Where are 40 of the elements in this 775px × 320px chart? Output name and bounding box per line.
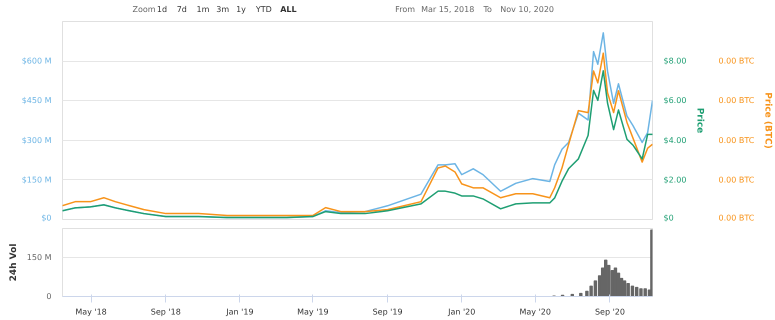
y3-tick-label: 0.00 BTC (718, 175, 755, 184)
y3-tick-label: 0.00 BTC (718, 214, 755, 222)
text: 1d (156, 5, 168, 14)
x-tick-label: Sep '19 (372, 308, 403, 316)
text: From (395, 5, 416, 14)
x-tick-label: May '18 (75, 308, 107, 316)
y-tick-label: $450 M (22, 96, 52, 106)
y-tick-label: 150 M (26, 253, 52, 262)
text: YTD (254, 5, 272, 14)
y-tick-label: $0 (41, 214, 52, 222)
y-tick-label: $600 M (22, 56, 52, 66)
y3-tick-label: 0.00 BTC (718, 96, 755, 106)
text: Mar 15, 2018 (421, 5, 474, 14)
y-tick-label: $300 M (22, 136, 52, 145)
y-axis-title: 24h Vol (8, 244, 19, 282)
y2-tick-label: $0 (664, 214, 674, 222)
text: Zoom (132, 5, 156, 14)
text: 3m (216, 5, 230, 14)
text: 1y (236, 5, 246, 14)
text: Nov 10, 2020 (500, 5, 554, 14)
y2-tick-label: $2.00 (664, 175, 686, 184)
x-tick-label: May '19 (297, 308, 329, 316)
x-tick-label: Jan '20 (447, 308, 476, 316)
y2-tick-label: $8.00 (664, 56, 686, 66)
x-tick-label: May '20 (520, 308, 551, 316)
text: To (482, 5, 492, 14)
text: ALL (280, 5, 297, 14)
x-tick-label: Sep '20 (594, 308, 625, 316)
y3-tick-label: 0.00 BTC (718, 136, 755, 145)
x-tick-label: Jan '19 (225, 308, 254, 316)
x-tick-label: Sep '18 (150, 308, 181, 316)
text: 1m (196, 5, 210, 14)
y2-tick-label: $6.00 (664, 96, 686, 106)
y3-axis-title: Price (BTC) (762, 92, 772, 149)
y3-tick-label: 0.00 BTC (718, 56, 755, 66)
y2-axis-title: Price (694, 108, 704, 134)
y2-tick-label: $4.00 (664, 136, 686, 145)
y-tick-label: $150 M (22, 175, 52, 184)
y-tick-label: 0 (46, 292, 52, 301)
text: 7d (176, 5, 187, 14)
